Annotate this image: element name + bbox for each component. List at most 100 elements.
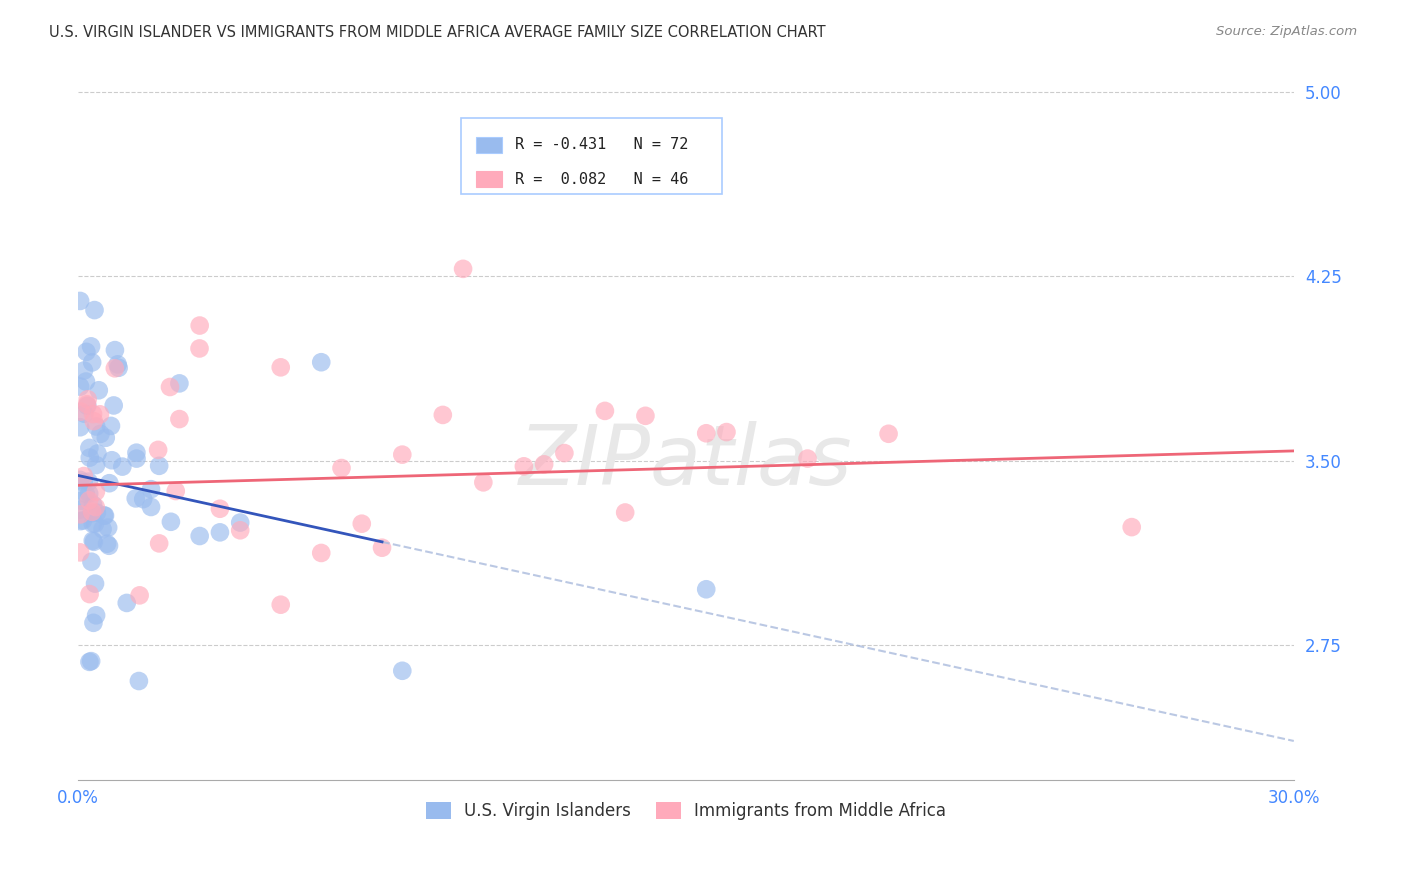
Text: R = -0.431   N = 72: R = -0.431 N = 72: [515, 137, 688, 153]
Point: [69, 420, 91, 434]
Point: [89, 426, 111, 441]
Point: [111, 459, 134, 474]
Point: [73, 475, 96, 490]
Point: [80, 555, 103, 569]
Point: [73, 469, 96, 483]
Point: [75, 375, 97, 389]
Point: [82, 505, 104, 519]
Point: [69, 514, 91, 528]
Point: [115, 596, 138, 610]
Point: [634, 409, 657, 423]
Point: [80, 654, 103, 668]
Text: U.S. VIRGIN ISLANDER VS IMMIGRANTS FROM MIDDLE AFRICA AVERAGE FAMILY SIZE CORREL: U.S. VIRGIN ISLANDER VS IMMIGRANTS FROM …: [49, 25, 825, 40]
Point: [101, 453, 124, 467]
Point: [82, 407, 104, 421]
Point: [91, 522, 114, 536]
Point: [75, 344, 97, 359]
Point: [82, 355, 104, 369]
Point: [188, 342, 211, 356]
Point: [87, 384, 110, 398]
Point: [208, 501, 231, 516]
Point: [73, 407, 96, 421]
Point: [72, 514, 94, 528]
Point: [104, 343, 127, 358]
Text: Source: ZipAtlas.com: Source: ZipAtlas.com: [1216, 25, 1357, 38]
Point: [139, 482, 162, 496]
Point: [89, 407, 111, 421]
Point: [69, 473, 91, 487]
Point: [593, 404, 616, 418]
Point: [1121, 520, 1143, 534]
Point: [432, 408, 454, 422]
Point: [79, 450, 101, 465]
Point: [125, 451, 148, 466]
Point: [165, 483, 187, 498]
Point: [77, 493, 100, 508]
Point: [77, 475, 100, 489]
Point: [695, 582, 717, 597]
Point: [69, 545, 91, 559]
Point: [695, 426, 717, 441]
Point: [125, 445, 148, 459]
Point: [79, 587, 101, 601]
Point: [84, 516, 107, 531]
Point: [391, 448, 413, 462]
Point: [69, 502, 91, 516]
Point: [69, 293, 91, 308]
Point: [513, 459, 536, 474]
Point: [82, 533, 104, 548]
Point: [82, 516, 104, 531]
Point: [83, 414, 105, 428]
Point: [472, 475, 495, 490]
Point: [132, 492, 155, 507]
Point: [309, 546, 332, 560]
Point: [82, 615, 104, 630]
FancyBboxPatch shape: [461, 119, 723, 194]
Point: [94, 431, 117, 445]
Point: [77, 486, 100, 500]
Point: [94, 508, 117, 523]
Point: [104, 361, 127, 376]
Point: [83, 303, 105, 318]
Point: [76, 392, 98, 407]
Point: [309, 355, 332, 369]
FancyBboxPatch shape: [475, 136, 502, 153]
Point: [169, 412, 191, 426]
Point: [796, 451, 818, 466]
Point: [84, 500, 107, 514]
Point: [716, 425, 738, 439]
Point: [70, 493, 93, 508]
Point: [80, 339, 103, 353]
Point: [100, 418, 122, 433]
Point: [93, 508, 115, 523]
Point: [229, 516, 252, 530]
Point: [350, 516, 373, 531]
Point: [83, 534, 105, 549]
Point: [96, 537, 118, 551]
Point: [128, 673, 150, 688]
Point: [148, 536, 170, 550]
Point: [107, 357, 129, 371]
Point: [84, 608, 107, 623]
Point: [160, 515, 183, 529]
Point: [391, 664, 413, 678]
Text: R =  0.082   N = 46: R = 0.082 N = 46: [515, 171, 688, 186]
Point: [86, 506, 108, 520]
FancyBboxPatch shape: [475, 171, 502, 187]
Point: [80, 506, 103, 520]
Point: [98, 476, 121, 491]
Point: [82, 498, 104, 512]
Point: [73, 363, 96, 377]
Point: [84, 484, 107, 499]
Point: [98, 539, 121, 553]
Point: [84, 419, 107, 434]
Point: [75, 486, 97, 500]
Point: [69, 379, 91, 393]
Point: [877, 426, 900, 441]
Point: [371, 541, 394, 555]
Point: [69, 508, 91, 522]
Point: [451, 261, 474, 276]
Point: [229, 523, 252, 537]
Legend: U.S. Virgin Islanders, Immigrants from Middle Africa: U.S. Virgin Islanders, Immigrants from M…: [419, 795, 953, 826]
Point: [614, 506, 637, 520]
